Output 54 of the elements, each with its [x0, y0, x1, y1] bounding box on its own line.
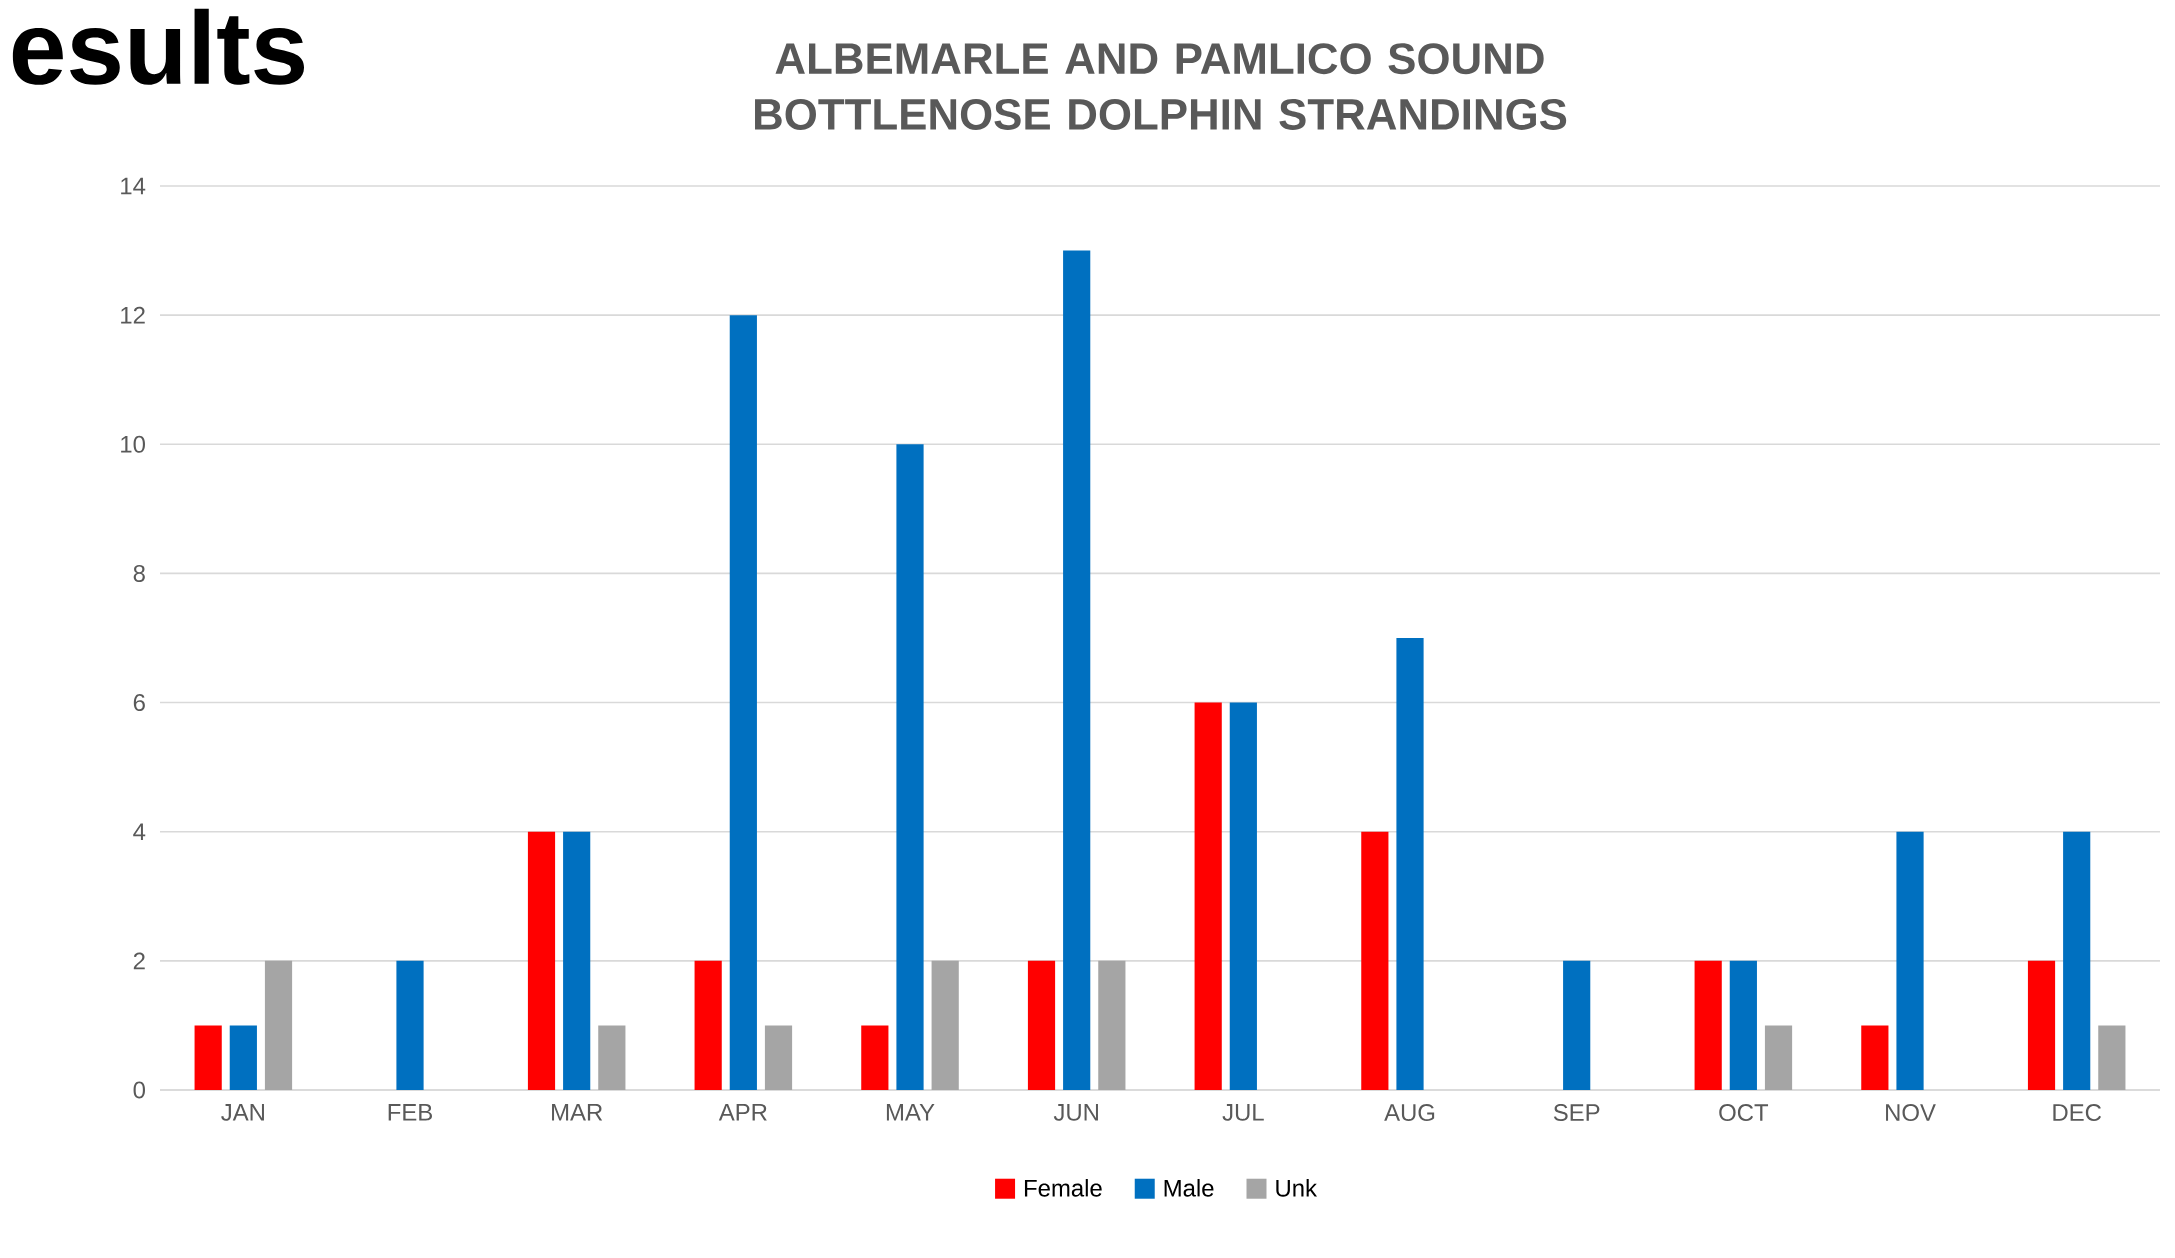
bar — [563, 831, 591, 1090]
x-tick-label: MAY — [886, 1104, 935, 1121]
bar — [264, 960, 293, 1090]
bar — [1194, 702, 1222, 1090]
bar — [2063, 831, 2091, 1090]
bar — [861, 1025, 889, 1090]
y-tick-label: 12 — [121, 306, 145, 324]
text: esults — [12, 8, 304, 85]
bar — [194, 1025, 222, 1090]
y-tick-label: 6 — [133, 694, 145, 712]
y-tick-label: 8 — [133, 564, 145, 582]
bar — [527, 831, 556, 1090]
bar — [2098, 1025, 2126, 1090]
bar — [896, 444, 924, 1090]
bar — [598, 1025, 626, 1090]
x-tick-label: JUL — [1222, 1104, 1264, 1121]
chart-title: ALBEMARLE AND PAMLICO SOUND BOTTLENOSE DOLPHIN STRANDINGS — [755, 43, 1567, 130]
y-tick-label: 2 — [133, 952, 145, 970]
bar — [1396, 638, 1424, 1090]
bar — [931, 960, 959, 1090]
x-tick-label: APR — [718, 1104, 767, 1121]
bar — [1764, 1025, 1793, 1090]
bar — [1361, 831, 1389, 1090]
bar — [229, 1025, 257, 1090]
bar — [396, 960, 424, 1090]
x-tick-label: SEP — [1553, 1104, 1600, 1122]
x-tick-label: OCT — [1719, 1104, 1769, 1122]
legend-label: Female — [1024, 1179, 1102, 1197]
bar — [1063, 250, 1091, 1090]
x-tick-label: AUG — [1384, 1104, 1435, 1122]
y-tick-label: 0 — [133, 1081, 145, 1099]
bar — [729, 315, 757, 1090]
y-tick-label: 10 — [121, 435, 145, 453]
x-tick-label: JAN — [221, 1104, 264, 1121]
bar — [1229, 702, 1257, 1090]
bar — [1861, 1025, 1889, 1090]
bar — [1098, 960, 1126, 1090]
bar — [1896, 831, 1924, 1090]
legend-label: Unk — [1276, 1179, 1318, 1197]
y-tick-label: 14 — [121, 177, 146, 195]
bar — [1563, 960, 1591, 1090]
y-tick-label: 4 — [133, 823, 146, 840]
bar — [1027, 960, 1056, 1090]
legend-label: Male — [1164, 1179, 1214, 1197]
bar — [2027, 960, 2056, 1090]
x-tick-label: DEC — [2053, 1104, 2102, 1122]
x-tick-label: NOV — [1886, 1104, 1936, 1122]
bar — [1694, 960, 1722, 1090]
bar — [694, 960, 722, 1090]
x-tick-label: JUN — [1053, 1104, 1098, 1121]
bar — [764, 1025, 793, 1090]
x-tick-label: MAR — [552, 1104, 603, 1121]
bar — [1729, 960, 1757, 1090]
x-tick-label: FEB — [388, 1104, 432, 1121]
